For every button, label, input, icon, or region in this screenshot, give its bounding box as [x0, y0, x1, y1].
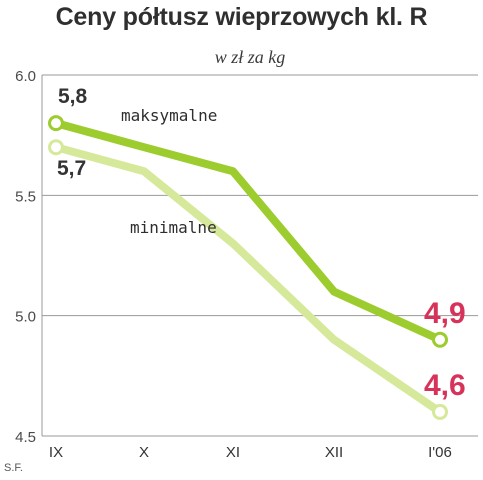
- y-tick-label: 6.0: [15, 68, 36, 85]
- series-endpoint-marker: [48, 115, 64, 132]
- chart-title: Ceny półtusz wieprzowych kl. R: [55, 3, 428, 31]
- x-tick-label: IX: [49, 444, 63, 461]
- series-label-minimalne: minimalne: [130, 218, 217, 237]
- x-tick-label: XII: [325, 444, 343, 461]
- grid-lines: [42, 74, 478, 437]
- credit-text: S.F.: [4, 462, 23, 474]
- series-endpoint-marker: [432, 403, 448, 420]
- end-value-label: 4,6: [424, 369, 466, 402]
- start-value-label: 5,8: [58, 85, 88, 108]
- series-label-maksymalne: maksymalne: [121, 106, 217, 125]
- series-line-maksymalne: [52, 119, 444, 344]
- y-tick-label: 4.5: [15, 429, 36, 446]
- y-tick-label: 5.5: [15, 188, 36, 205]
- start-value-label: 5,7: [57, 157, 86, 180]
- x-tick-label: XI: [226, 444, 240, 461]
- series-endpoint-marker: [432, 331, 448, 348]
- labels: maksymalne minimalne 5,8 5,7 4,9 4,6: [57, 85, 466, 402]
- series-lines: [48, 115, 448, 420]
- end-value-label: 4,9: [424, 297, 466, 330]
- y-tick-label: 5.0: [15, 309, 36, 326]
- axes: 6.0 5.5 5.0 4.5 IX X XI XII I'06: [15, 68, 452, 461]
- series-endpoint-marker: [48, 139, 64, 156]
- x-tick-label: I'06: [428, 444, 452, 461]
- series-line-minimalne: [52, 143, 444, 416]
- chart-subtitle: w zł za kg: [214, 47, 286, 67]
- x-tick-label: X: [139, 444, 149, 461]
